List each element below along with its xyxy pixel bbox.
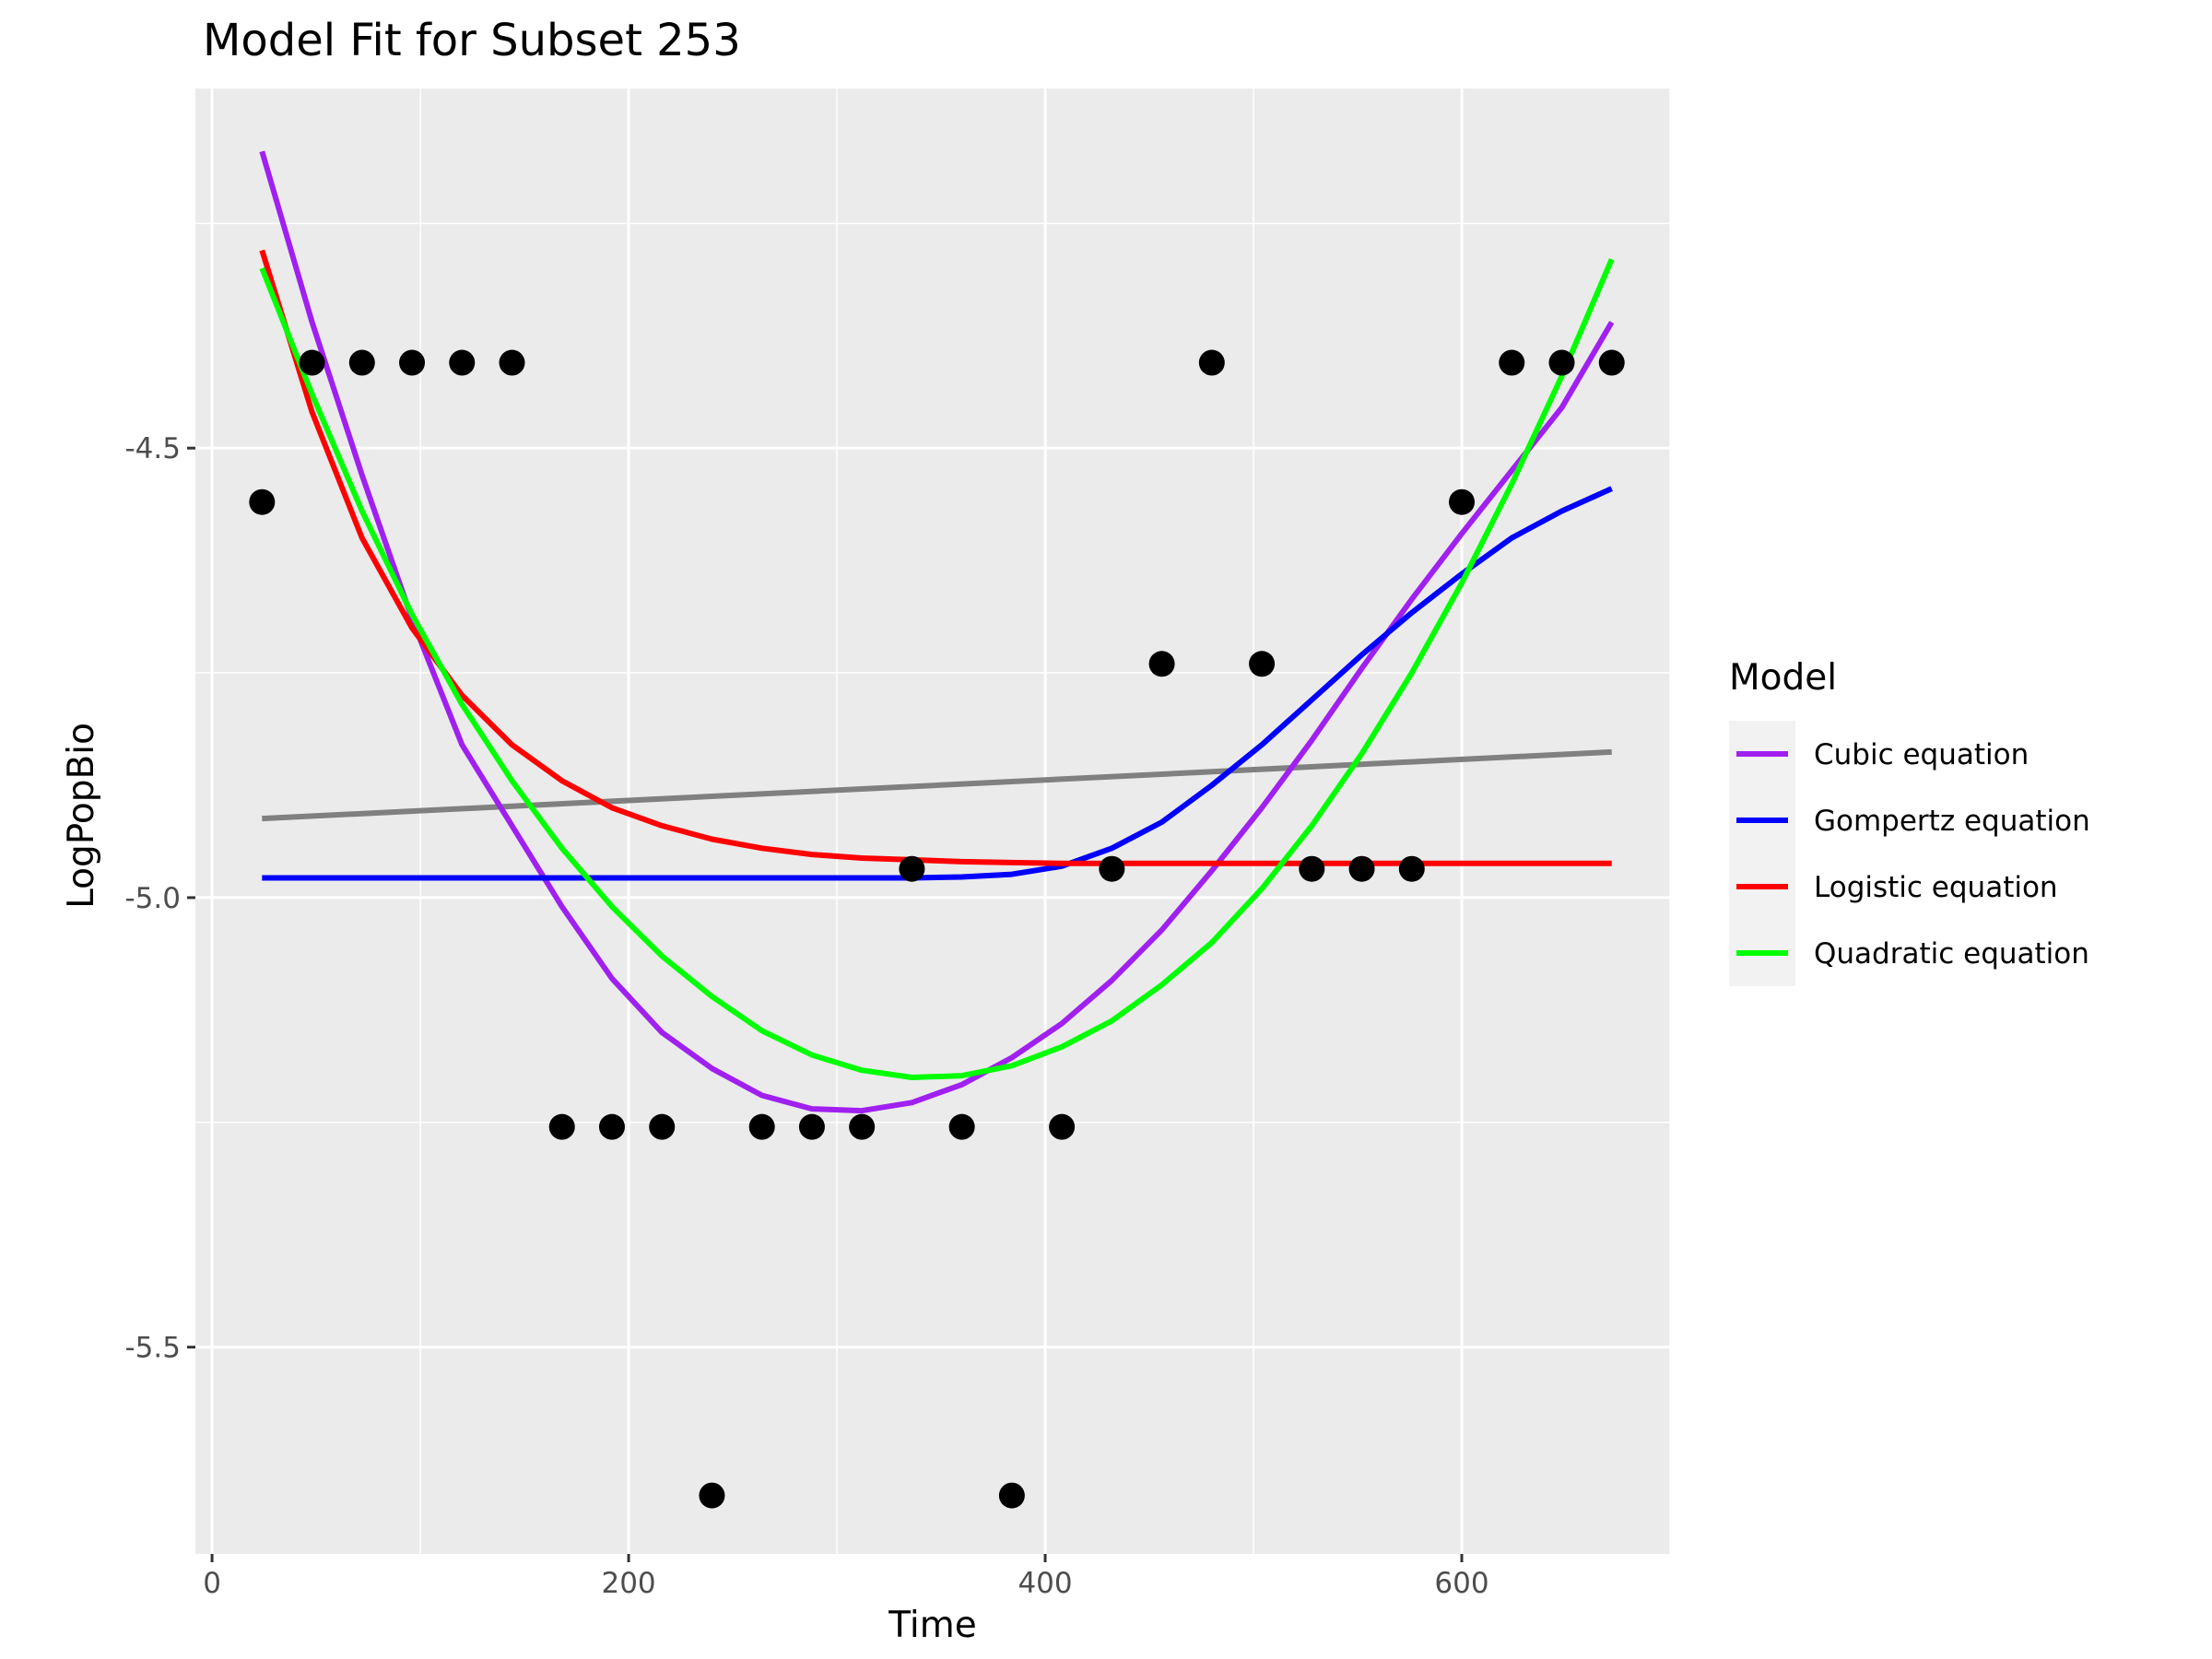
- data-point: [649, 1113, 676, 1140]
- chart-title: Model Fit for Subset 253: [203, 15, 741, 66]
- y-tick-label: -5.5: [125, 1332, 182, 1365]
- data-point: [1598, 349, 1625, 376]
- legend-item-label: Logistic equation: [1814, 871, 2058, 904]
- x-tick-label: 0: [203, 1567, 221, 1600]
- data-point: [1249, 651, 1276, 677]
- series-layer: [259, 150, 1615, 1114]
- legend-item-label: Gompertz equation: [1814, 805, 2090, 838]
- data-point: [1198, 349, 1225, 376]
- y-axis: -4.5 -5.0 -5.5: [125, 432, 195, 1365]
- data-point: [998, 1482, 1025, 1509]
- grid-major: [195, 88, 1670, 1554]
- series-line-quadratic-equation: [259, 258, 1615, 1080]
- x-tick-label: 600: [1434, 1567, 1488, 1600]
- data-point: [849, 1113, 876, 1140]
- data-point: [548, 1113, 575, 1140]
- data-point: [249, 488, 276, 515]
- data-point: [1548, 349, 1575, 376]
- x-tick-label: 200: [601, 1567, 655, 1600]
- plot-panel: [195, 88, 1670, 1554]
- data-point: [1148, 651, 1175, 677]
- data-point: [1299, 855, 1325, 882]
- data-point: [1449, 488, 1476, 515]
- y-tick-label: -4.5: [125, 432, 182, 465]
- y-axis-title: LogPopBio: [61, 723, 102, 909]
- legend-title: Model: [1729, 657, 1837, 699]
- data-point: [1499, 349, 1525, 376]
- data-point: [1348, 855, 1375, 882]
- data-point: [598, 1113, 625, 1140]
- series-line-gompertz-equation: [262, 486, 1613, 881]
- data-point: [299, 349, 325, 376]
- legend-item-label: Quadratic equation: [1814, 937, 2089, 971]
- x-axis: 0 200 400 600: [203, 1554, 1489, 1600]
- data-point: [748, 1113, 775, 1140]
- data-point: [1049, 1113, 1076, 1140]
- legend-keys: Cubic equation Gompertz equation Logistic …: [1729, 721, 2090, 986]
- data-point: [348, 349, 375, 376]
- data-point: [899, 855, 925, 882]
- data-point: [1099, 855, 1125, 882]
- points-layer: [249, 349, 1625, 1509]
- series-line-logistic-equation: [259, 249, 1612, 866]
- legend: Model Cubic equation Gompertz equation Log…: [1729, 657, 2090, 986]
- legend-item-label: Cubic equation: [1814, 738, 2029, 771]
- data-point: [499, 349, 525, 376]
- series-line-linear-fit: [262, 748, 1612, 822]
- y-tick-label: -5.0: [125, 882, 182, 915]
- data-point: [699, 1482, 725, 1509]
- data-point: [449, 349, 476, 376]
- data-point: [399, 349, 426, 376]
- x-axis-title: Time: [888, 1605, 976, 1646]
- data-point: [948, 1113, 975, 1140]
- data-point: [1398, 855, 1425, 882]
- data-point: [798, 1113, 825, 1140]
- x-tick-label: 400: [1018, 1567, 1072, 1600]
